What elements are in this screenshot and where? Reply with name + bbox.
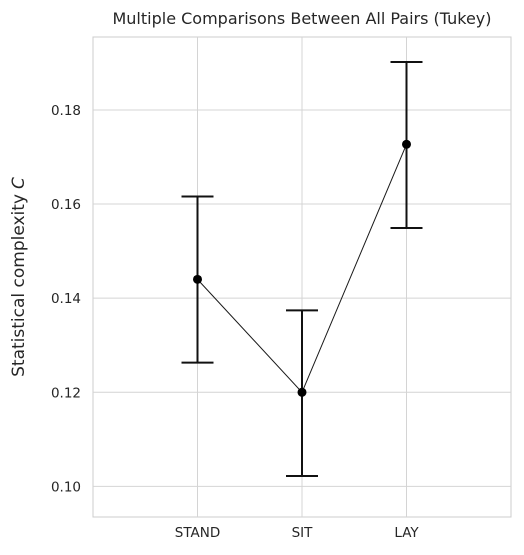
y-axis-label-text: Statistical complexity xyxy=(9,194,29,377)
data-marks xyxy=(181,60,423,478)
y-tick-label: 0.14 xyxy=(51,291,81,307)
chart-title: Multiple Comparisons Between All Pairs (… xyxy=(112,9,491,28)
y-tick-label: 0.16 xyxy=(51,197,81,213)
y-tick-label: 0.12 xyxy=(51,385,81,401)
axes: 0.10 0.12 0.14 0.16 0.18 STAND SIT LAY xyxy=(51,103,419,541)
y-axis-label-symbol: C xyxy=(9,177,29,189)
y-tick-label: 0.10 xyxy=(51,479,81,495)
x-tick-label: STAND xyxy=(175,525,221,541)
y-tick-label: 0.18 xyxy=(51,103,81,119)
y-axis-label: Statistical complexity C xyxy=(9,177,29,377)
mean-point xyxy=(402,139,411,149)
mean-point xyxy=(193,274,202,284)
x-tick-label: LAY xyxy=(394,525,419,541)
mean-point xyxy=(297,387,307,397)
x-tick-label: SIT xyxy=(292,525,314,541)
